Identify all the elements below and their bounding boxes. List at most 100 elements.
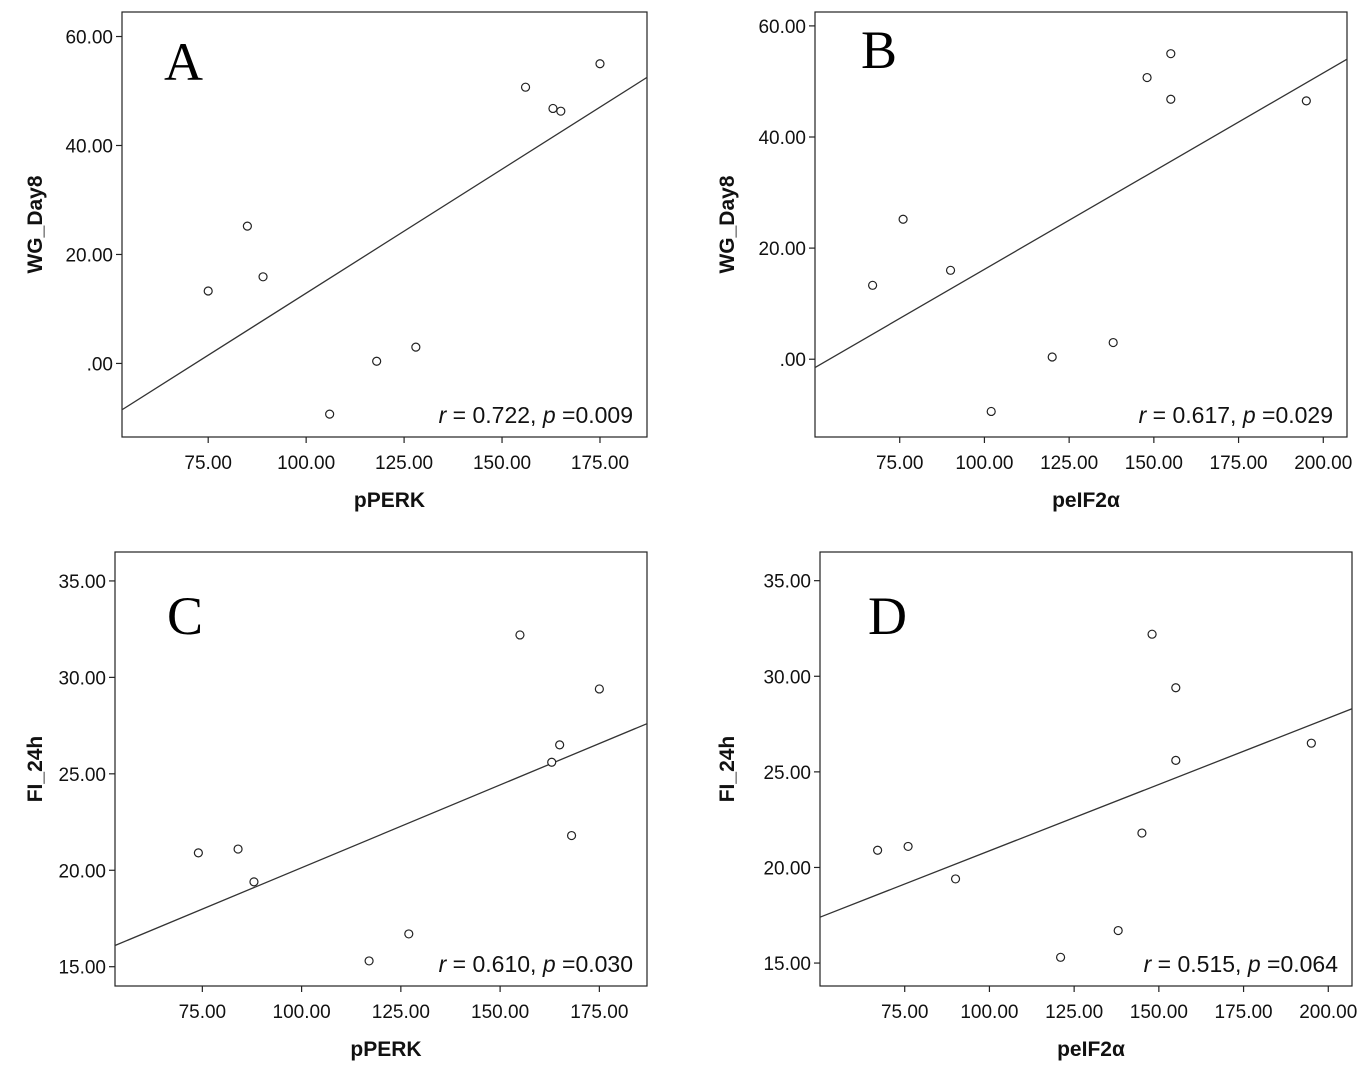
data-point xyxy=(325,409,335,419)
y-tick-label: 20.00 xyxy=(763,858,811,879)
y-tick-label: 35.00 xyxy=(763,572,811,593)
y-tick-label: 35.00 xyxy=(58,572,106,593)
y-tick-label: 20.00 xyxy=(65,245,113,266)
stat-symbol: r xyxy=(439,402,448,428)
y-tick-label: 30.00 xyxy=(763,667,811,688)
data-point xyxy=(242,221,252,231)
stat-separator: = xyxy=(1146,402,1172,428)
regression-line xyxy=(819,708,1353,918)
stat-symbol: r xyxy=(1144,951,1153,977)
x-tick-label: 100.00 xyxy=(955,453,1013,474)
stat-separator: = xyxy=(556,402,576,428)
data-point xyxy=(193,848,203,858)
plot-frame xyxy=(114,551,648,987)
data-point xyxy=(903,841,913,852)
stat-separator: = xyxy=(1261,951,1281,977)
x-tick-label: 75.00 xyxy=(881,1002,929,1023)
data-point xyxy=(1055,952,1066,962)
panel-b: 75.00 100.00 125.00 150.00 175.00 200.00 .00 20… xyxy=(716,11,1352,512)
data-point xyxy=(1306,738,1316,748)
data-point xyxy=(372,356,382,366)
correlation-annotation: r = 0.722, p =0.009 xyxy=(439,402,633,428)
data-point xyxy=(1108,337,1118,348)
x-axis-title: pPERK xyxy=(350,1038,421,1061)
p-value: 0.030 xyxy=(575,951,633,977)
x-tick-label: 175.00 xyxy=(1215,1002,1273,1023)
stat-separator: , xyxy=(1230,402,1243,428)
data-point xyxy=(411,342,421,352)
x-tick-label: 200.00 xyxy=(1299,1002,1357,1023)
x-tick-label: 100.00 xyxy=(960,1002,1018,1023)
panel-letter: D xyxy=(868,586,907,646)
data-point xyxy=(1113,925,1123,936)
plot-frame xyxy=(819,551,1353,987)
panel-d: 75.00 100.00 125.00 150.00 175.00 200.00 15.00… xyxy=(716,551,1357,1061)
panel-letter: B xyxy=(861,20,897,80)
data-point xyxy=(203,286,213,296)
y-tick-label: 60.00 xyxy=(758,17,806,38)
data-point xyxy=(258,272,268,282)
y-tick-label: 20.00 xyxy=(758,239,806,260)
data-point xyxy=(515,630,525,640)
y-tick-label: .00 xyxy=(87,354,113,375)
r-value: 0.722 xyxy=(472,402,530,428)
x-tick-label: 150.00 xyxy=(1130,1002,1188,1023)
data-point xyxy=(945,265,956,275)
panel-letter: C xyxy=(167,586,203,646)
data-point xyxy=(404,929,414,939)
x-tick-label: 175.00 xyxy=(570,1002,628,1023)
x-tick-label: 75.00 xyxy=(184,453,232,474)
panels: 75.00 100.00 125.00 150.00 175.00 .00 20.00 40.… xyxy=(24,11,1357,1061)
data-point xyxy=(873,845,883,855)
y-tick-label: .00 xyxy=(780,350,806,371)
correlation-annotation: r = 0.515, p =0.064 xyxy=(1144,951,1339,977)
x-tick-label: 200.00 xyxy=(1294,453,1352,474)
stat-separator: = xyxy=(556,951,576,977)
y-tick-label: 25.00 xyxy=(763,763,811,784)
data-point xyxy=(566,830,577,841)
panel-letter: A xyxy=(164,32,203,92)
stat-separator: = xyxy=(1151,951,1177,977)
data-point xyxy=(520,82,531,92)
regression-line xyxy=(121,76,648,411)
x-tick-label: 150.00 xyxy=(471,1002,529,1023)
data-point xyxy=(1142,72,1152,83)
data-point xyxy=(547,757,557,767)
x-tick-label: 100.00 xyxy=(273,1002,331,1023)
data-point xyxy=(1137,828,1147,838)
data-point xyxy=(595,59,605,69)
regression-line xyxy=(814,58,1348,369)
y-axis-title: FI_24h xyxy=(716,736,739,803)
plot-frame xyxy=(814,11,1348,438)
x-axis-title: peIF2α xyxy=(1052,489,1120,512)
data-point xyxy=(868,280,878,290)
data-point xyxy=(986,406,996,417)
y-axis-title: WG_Day8 xyxy=(24,175,47,273)
data-point xyxy=(556,106,566,116)
x-axis-title: peIF2α xyxy=(1057,1038,1125,1061)
regression-line xyxy=(114,723,648,947)
y-axis-title: WG_Day8 xyxy=(716,175,739,273)
y-tick-label: 60.00 xyxy=(65,28,113,49)
y-tick-label: 15.00 xyxy=(58,958,106,979)
y-axis-title: FI_24h xyxy=(24,736,47,803)
data-point xyxy=(1171,755,1181,765)
p-value: 0.064 xyxy=(1280,951,1338,977)
stat-separator: = xyxy=(1256,402,1276,428)
y-tick-label: 30.00 xyxy=(58,668,106,689)
data-point xyxy=(594,684,604,694)
stat-separator: , xyxy=(530,951,543,977)
data-point xyxy=(548,103,558,114)
x-tick-label: 125.00 xyxy=(372,1002,430,1023)
x-axis-title: pPERK xyxy=(354,489,425,512)
x-tick-label: 100.00 xyxy=(277,453,335,474)
data-point xyxy=(555,740,565,750)
data-point xyxy=(1047,352,1057,362)
stat-symbol: p xyxy=(542,951,556,977)
p-value: 0.029 xyxy=(1275,402,1333,428)
x-tick-label: 150.00 xyxy=(473,453,531,474)
data-point xyxy=(1171,683,1181,693)
stat-separator: = xyxy=(446,402,472,428)
data-point xyxy=(249,877,259,887)
